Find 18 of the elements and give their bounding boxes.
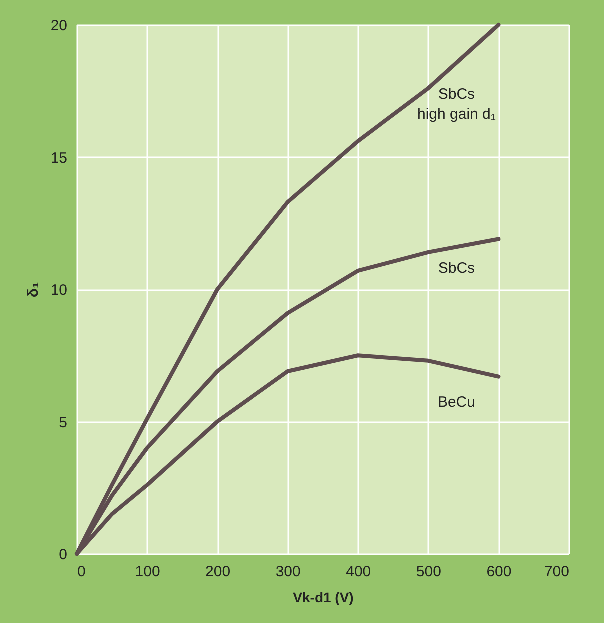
series-label: SbCs high gain d₁ [417,86,496,123]
y-tick-label: 5 [59,414,68,432]
x-tick-label: 600 [486,564,512,580]
x-tick-label: 200 [206,564,231,580]
series-label: SbCs [438,260,476,278]
y-axis-title: δ₁ [24,282,42,298]
x-tick-label: 300 [276,564,301,580]
y-tick-label: 15 [50,150,68,167]
x-tick-label: 500 [416,564,442,580]
x-tick-label: 0 [78,564,86,580]
x-tick-label: 700 [544,564,570,580]
x-axis-title: Vk-d1 (V) [293,590,354,606]
y-tick-label: 10 [50,282,68,299]
y-tick-label: 20 [50,18,68,34]
series-label: BeCu [438,394,476,411]
x-tick-label: 400 [346,564,372,580]
y-tick-label: 0 [59,546,68,564]
x-tick-label: 100 [135,564,160,580]
